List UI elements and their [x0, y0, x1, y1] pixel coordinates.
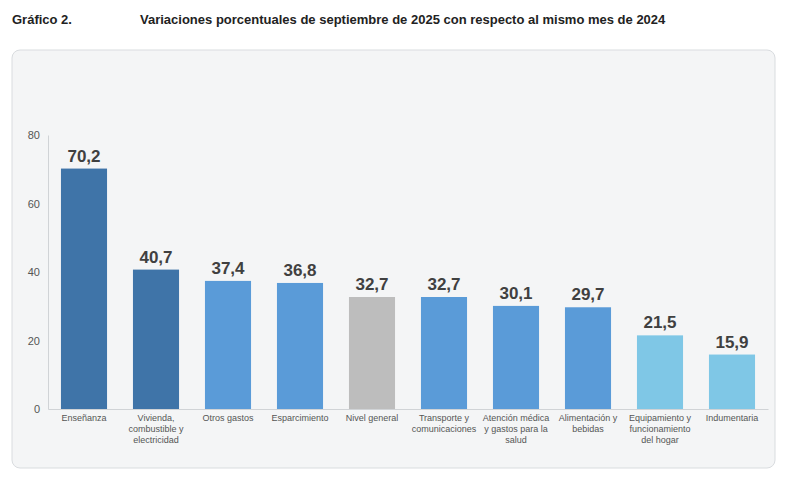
data-label: 21,5	[643, 313, 676, 332]
x-tick-label: Otros gastos	[202, 413, 254, 423]
bar	[421, 297, 467, 409]
y-tick-label: 80	[28, 129, 40, 141]
bar	[133, 270, 179, 409]
bars	[61, 169, 755, 409]
data-label: 70,2	[67, 147, 100, 166]
x-tick-label: Nivel general	[346, 413, 399, 423]
bar	[277, 283, 323, 409]
y-tick: 60	[28, 198, 48, 210]
x-tick: Equipamiento yfuncionamientodel hogar	[629, 409, 692, 445]
y-axis: 0 20 40 60 80	[28, 129, 49, 415]
panel	[12, 50, 775, 468]
bar	[205, 281, 251, 409]
bar	[493, 306, 539, 409]
x-tick: Indumentaria	[706, 409, 759, 423]
bar	[637, 335, 683, 409]
title: Variaciones porcentuales de septiembre d…	[140, 12, 666, 27]
y-tick: 80	[28, 129, 48, 141]
x-tick: Otros gastos	[202, 409, 254, 423]
bar	[349, 297, 395, 409]
y-tick: 20	[28, 335, 48, 347]
bar	[61, 169, 107, 409]
data-label: 30,1	[499, 284, 532, 303]
data-label: 15,9	[715, 333, 748, 352]
y-tick-label: 60	[28, 198, 40, 210]
y-axis-line	[48, 136, 49, 410]
data-label: 40,7	[139, 248, 172, 267]
y-tick-label: 40	[28, 266, 40, 278]
data-label: 36,8	[283, 261, 316, 280]
x-tick-label: Esparcimiento	[271, 413, 328, 423]
bar	[709, 355, 755, 409]
figure-label: Gráfico 2.	[12, 12, 72, 27]
y-tick-label: 0	[34, 403, 40, 415]
x-tick-label: Transporte ycomunicaciones	[412, 413, 477, 434]
y-tick: 0	[34, 403, 48, 415]
x-axis: Enseñanza Vivienda,combustible yelectrici…	[49, 409, 769, 445]
x-axis-line	[49, 409, 769, 410]
x-tick-label: Atención médicay gastos para lasalud	[483, 413, 550, 445]
data-labels: 70,2 40,7 37,4 36,8 32,7 32,7 30,1 29,7 21,5 15,9	[67, 147, 748, 352]
x-tick-label: Indumentaria	[706, 413, 759, 423]
data-label: 32,7	[427, 275, 460, 294]
x-tick: Transporte ycomunicaciones	[412, 409, 477, 434]
x-tick: Vivienda,combustible yelectricidad	[128, 409, 184, 445]
x-tick: Alimentación ybebidas	[559, 409, 618, 434]
bar	[565, 307, 611, 409]
y-tick-label: 20	[28, 335, 40, 347]
x-tick-label: Vivienda,combustible yelectricidad	[128, 413, 184, 445]
x-tick-label: Equipamiento yfuncionamientodel hogar	[629, 413, 692, 445]
x-tick-label: Alimentación ybebidas	[559, 413, 618, 434]
x-tick-label: Enseñanza	[61, 413, 106, 423]
data-label: 37,4	[211, 259, 245, 278]
data-label: 29,7	[571, 285, 604, 304]
y-tick: 40	[28, 266, 48, 278]
x-tick: Atención médicay gastos para lasalud	[483, 409, 550, 445]
data-label: 32,7	[355, 275, 388, 294]
x-tick: Esparcimiento	[271, 409, 328, 423]
x-tick: Enseñanza	[61, 409, 106, 423]
chart: Gráfico 2. Variaciones porcentuales de se…	[0, 0, 785, 484]
x-tick: Nivel general	[346, 409, 399, 423]
